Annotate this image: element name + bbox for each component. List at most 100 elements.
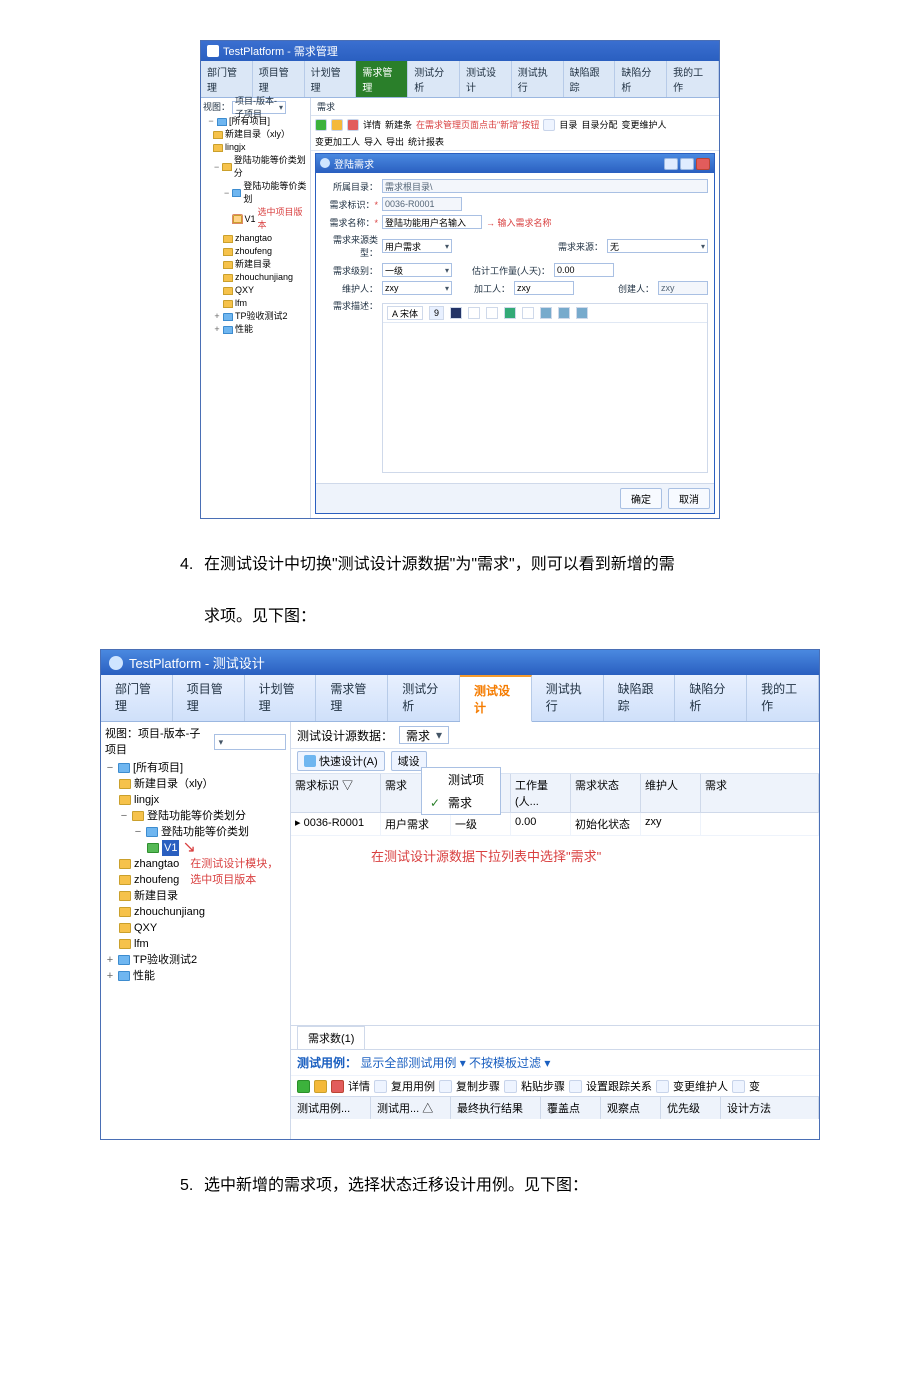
col-work[interactable]: 工作量(人... [511, 774, 571, 812]
grid-row[interactable]: ▸ 0036-R0001 用户需求 一级 0.00 初始化状态 zxy [291, 813, 819, 836]
view-combo[interactable]: 项目-版本-子项目 [232, 101, 286, 114]
tree-item-selected[interactable]: V1 [244, 213, 255, 226]
proc-field[interactable]: zxy [514, 281, 574, 295]
tree-item[interactable]: zhoufeng [235, 245, 272, 258]
dd-test-item[interactable]: 测试项 [422, 768, 500, 791]
tab-exec[interactable]: 测试执行 [512, 61, 564, 97]
tab-req-count[interactable]: 需求数(1) [297, 1026, 365, 1049]
tc-col[interactable]: 覆盖点 [541, 1097, 601, 1119]
tab-project[interactable]: 项目管理 [253, 61, 305, 97]
tab-defect-an[interactable]: 缺陷分析 [615, 61, 667, 97]
tab-req[interactable]: 需求管理 [356, 61, 408, 97]
tc-col[interactable]: 设计方法 [721, 1097, 819, 1119]
tab-defect[interactable]: 缺陷跟踪 [564, 61, 616, 97]
tab-exec[interactable]: 测试执行 [532, 675, 604, 721]
tb-chg-proc[interactable]: 变更加工人 [315, 135, 360, 148]
tree-root[interactable]: [所有项目] [229, 115, 270, 128]
tree-item[interactable]: 新建目录 [134, 888, 178, 904]
tree-item[interactable]: TP验收测试2 [133, 952, 197, 968]
tree-item[interactable]: 新建目录 [235, 258, 271, 271]
tree-item[interactable]: lingjx [134, 792, 159, 808]
tree-item[interactable]: QXY [235, 284, 254, 297]
col-maint[interactable]: 维护人 [641, 774, 701, 812]
tab-defect-an[interactable]: 缺陷分析 [675, 675, 747, 721]
tab-mywork[interactable]: 我的工作 [667, 61, 719, 97]
tc-filter[interactable]: 显示全部测试用例 ▾ 不按模板过滤 ▾ [360, 1056, 550, 1070]
tree-item[interactable]: 性能 [133, 968, 155, 984]
align-center-icon[interactable] [558, 307, 570, 319]
font-family-combo[interactable]: A 宋体 [387, 306, 423, 320]
tab-plan[interactable]: 计划管理 [245, 675, 317, 721]
tab-analysis[interactable]: 测试分析 [408, 61, 460, 97]
tc-chg2[interactable]: 变 [749, 1078, 760, 1094]
tc-reuse[interactable]: 复用用例 [391, 1078, 435, 1094]
tree-item[interactable]: TP验收测试2 [235, 310, 288, 323]
tab-design[interactable]: 测试设计 [460, 675, 532, 722]
tc-col[interactable]: 观察点 [601, 1097, 661, 1119]
tree-item[interactable]: 新建目录（xly） [225, 128, 290, 141]
tree-item[interactable]: lfm [134, 936, 149, 952]
tc-copy[interactable]: 复制步骤 [456, 1078, 500, 1094]
reuse-icon[interactable] [374, 1080, 387, 1093]
paste-icon[interactable] [504, 1080, 517, 1093]
font-size-combo[interactable]: 9 [429, 306, 444, 320]
tab-analysis[interactable]: 测试分析 [388, 675, 460, 721]
tree-item[interactable]: lingjx [225, 141, 246, 154]
tc-col[interactable]: 优先级 [661, 1097, 721, 1119]
delete-icon[interactable] [331, 1080, 344, 1093]
tb-dir[interactable]: 目录 [559, 118, 577, 131]
srctype-combo[interactable]: 用户需求 [382, 239, 452, 253]
close-icon[interactable] [696, 158, 710, 170]
tree-item[interactable]: 登陆功能等价类划 [161, 824, 249, 840]
chg-icon[interactable] [656, 1080, 669, 1093]
tree-item[interactable]: zhangtao [134, 856, 179, 872]
tab-design[interactable]: 测试设计 [460, 61, 512, 97]
src-combo[interactable]: 需求 [399, 726, 449, 744]
tc-paste[interactable]: 粘贴步骤 [521, 1078, 565, 1094]
name-field[interactable]: 登陆功能用户名输入 [382, 215, 482, 229]
dd-req[interactable]: ✓需求 [422, 791, 500, 814]
trace-icon[interactable] [569, 1080, 582, 1093]
tree-item[interactable]: zhoufeng [134, 872, 179, 888]
col-status[interactable]: 需求状态 [571, 774, 641, 812]
chg2-icon[interactable] [732, 1080, 745, 1093]
tree-item[interactable]: zhangtao [235, 232, 272, 245]
ok-button[interactable]: 确定 [620, 488, 662, 509]
work-field[interactable]: 0.00 [554, 263, 614, 277]
tb-export[interactable]: 导出 [386, 135, 404, 148]
edit-icon[interactable] [522, 307, 534, 319]
underline-icon[interactable] [486, 307, 498, 319]
tc-col[interactable]: 最终执行结果 [451, 1097, 541, 1119]
tb-detail[interactable]: 详情 [363, 118, 381, 131]
tab-req[interactable]: 需求管理 [316, 675, 388, 721]
tree-item[interactable]: 登陆功能等价类划 [243, 180, 308, 206]
tree-item[interactable]: QXY [134, 920, 157, 936]
tb-import[interactable]: 导入 [364, 135, 382, 148]
tree-item-selected[interactable]: V1 [162, 840, 179, 856]
tab-plan[interactable]: 计划管理 [305, 61, 357, 97]
edit-icon[interactable] [331, 119, 343, 131]
add-icon[interactable] [297, 1080, 310, 1093]
tc-chg[interactable]: 变更维护人 [673, 1078, 728, 1094]
col-id[interactable]: 需求标识 ▽ [291, 774, 381, 812]
quick-design-button[interactable]: 快速设计(A) [297, 751, 385, 771]
col-extra[interactable]: 需求 [701, 774, 819, 812]
tree-item[interactable]: 登陆功能等价类划分 [147, 808, 246, 824]
tab-project[interactable]: 项目管理 [173, 675, 245, 721]
tree-item[interactable]: 新建目录（xly） [134, 776, 213, 792]
maint-combo[interactable]: zxy [382, 281, 452, 295]
tb-new[interactable]: 新建条 [385, 118, 412, 131]
tab-mywork[interactable]: 我的工作 [747, 675, 819, 721]
tb-report[interactable]: 统计报表 [408, 135, 444, 148]
edit-icon[interactable] [314, 1080, 327, 1093]
tree-item[interactable]: 登陆功能等价类划分 [234, 154, 308, 180]
maximize-icon[interactable] [680, 158, 694, 170]
tb-chg-maint[interactable]: 变更维护人 [621, 118, 666, 131]
level-combo[interactable]: 一级 [382, 263, 452, 277]
minimize-icon[interactable] [664, 158, 678, 170]
desc-editor[interactable]: A 宋体 9 [382, 303, 708, 473]
tree-item[interactable]: lfm [235, 297, 247, 310]
tree-root[interactable]: [所有项目] [133, 760, 183, 776]
tb-icon[interactable] [543, 119, 555, 131]
cancel-button[interactable]: 取消 [668, 488, 710, 509]
